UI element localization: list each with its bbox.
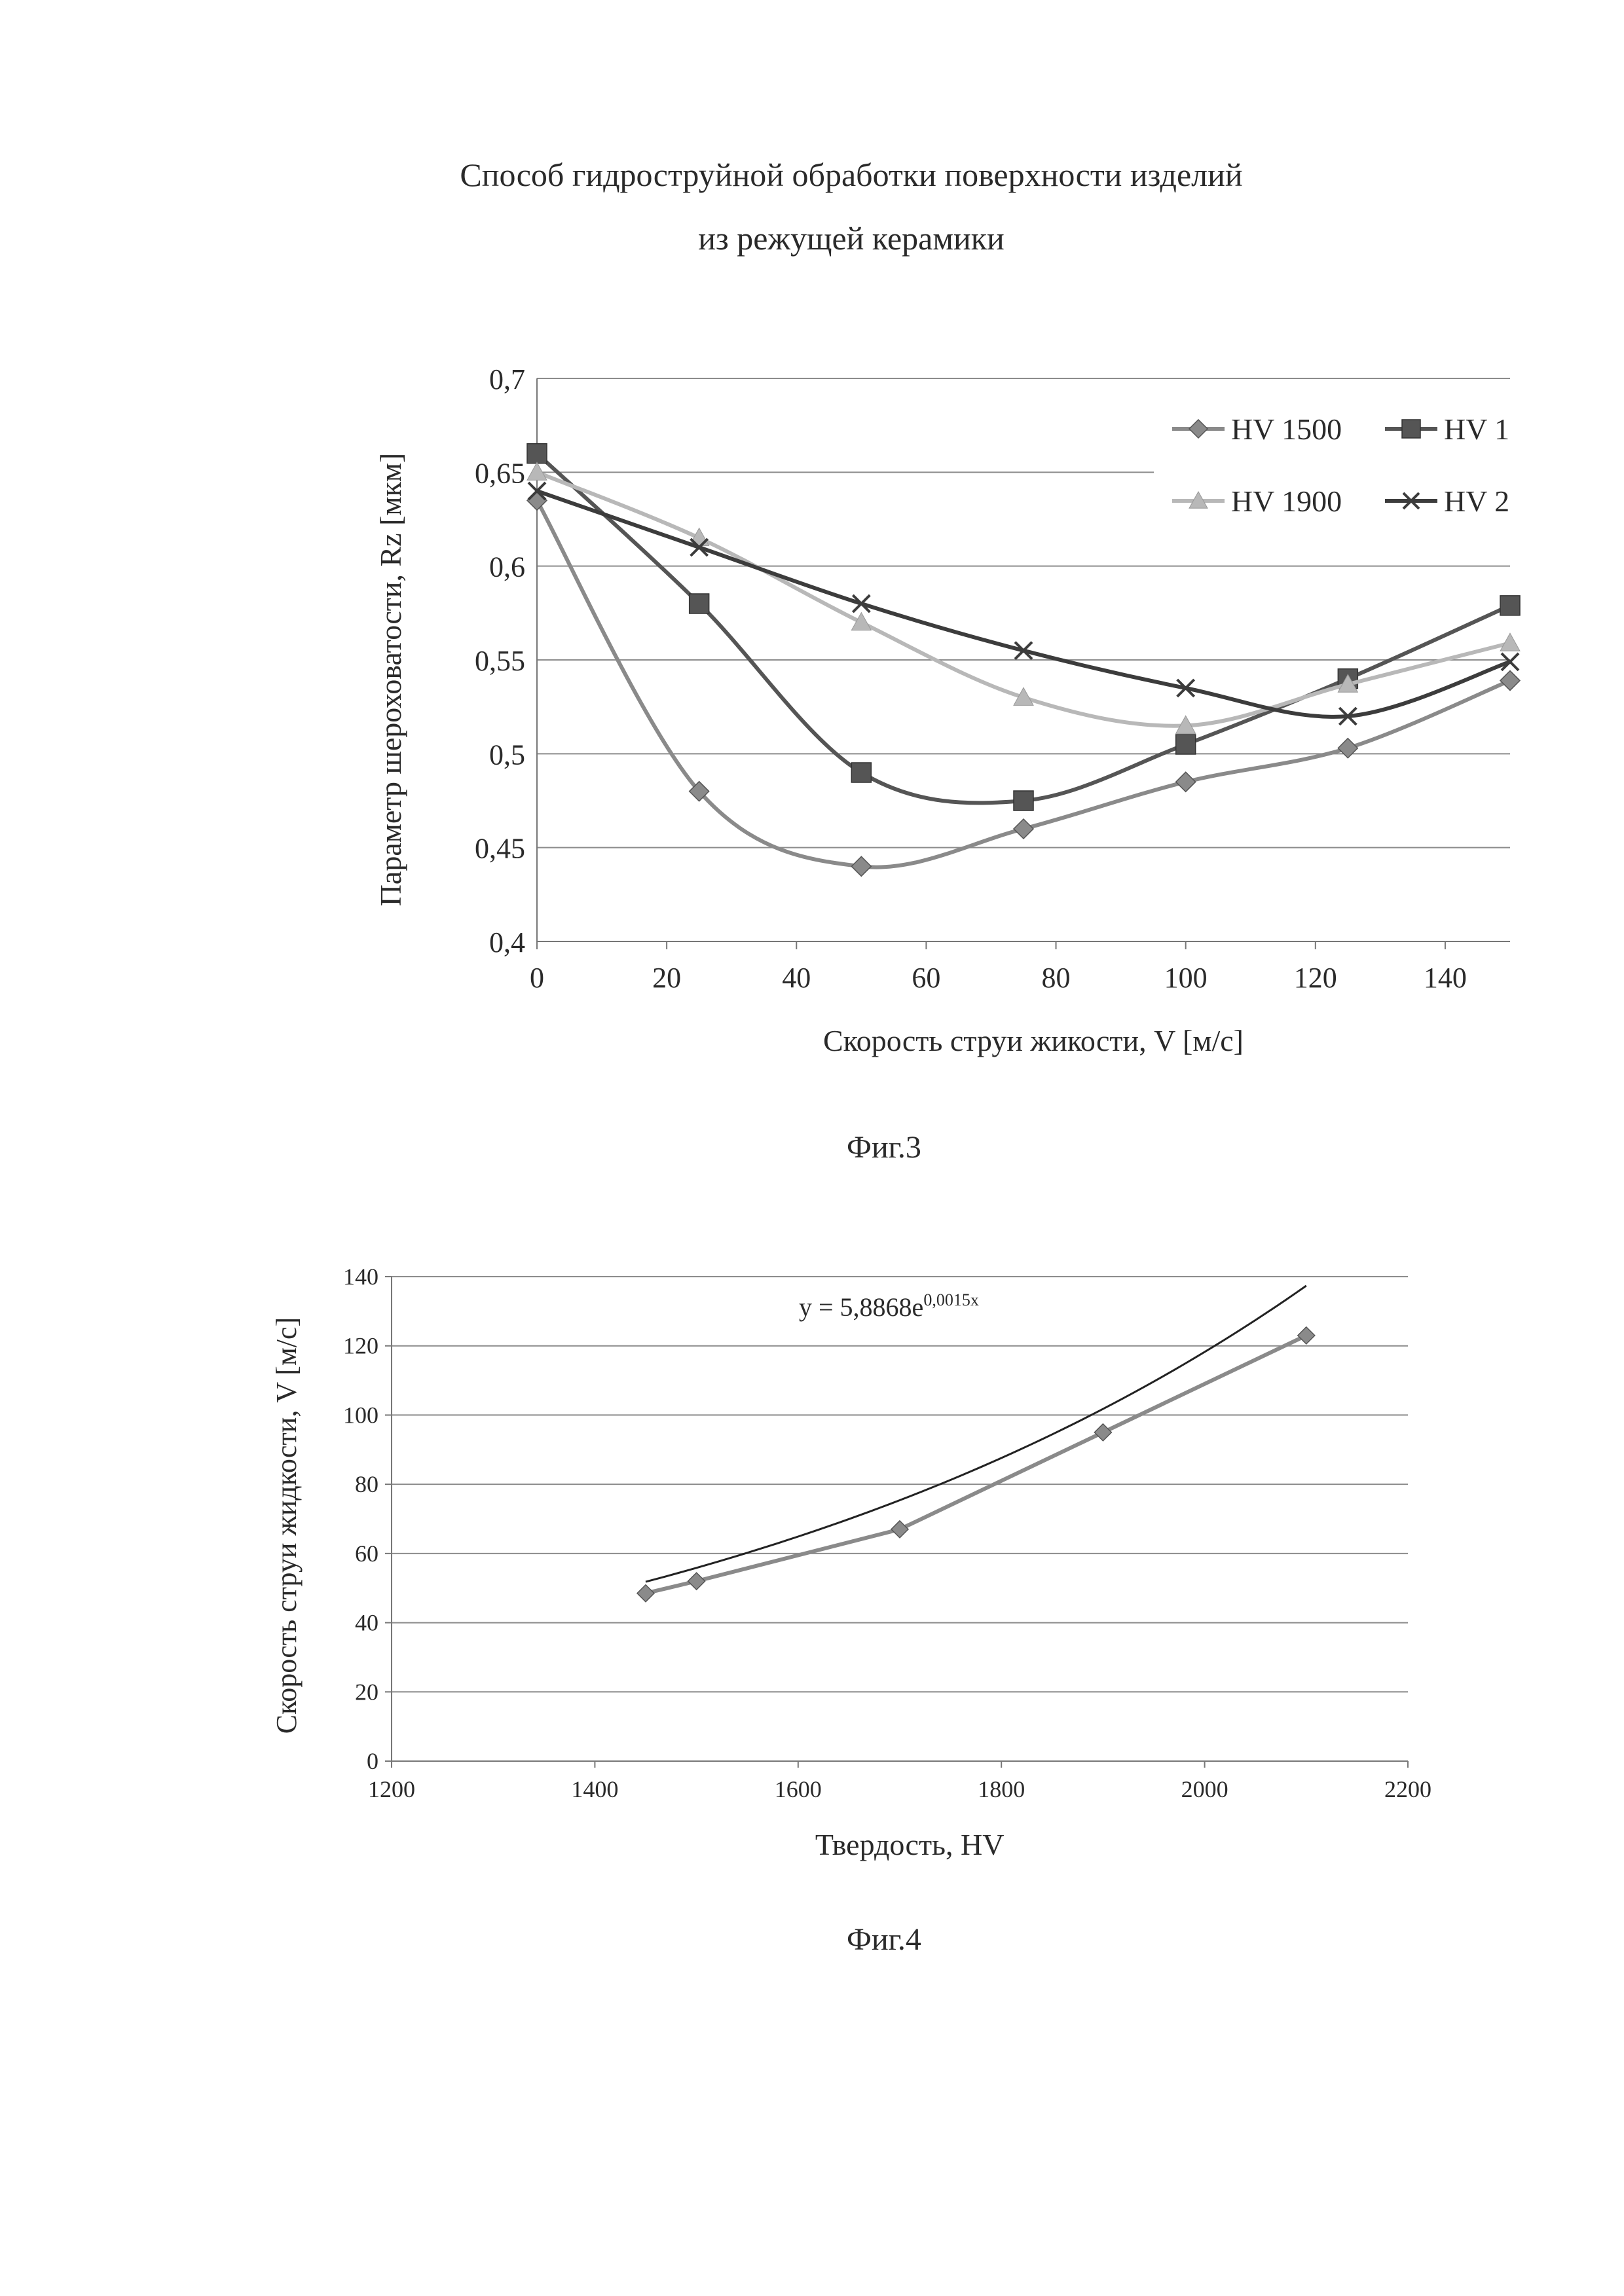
figure-4-chart: 0 20 40 60 80 100 120 140 1200 1400 1600 1800 2000 22… bbox=[270, 1264, 1431, 1861]
y-tick-label: 0,55 bbox=[475, 645, 525, 677]
data-point bbox=[851, 856, 872, 877]
page-title-line2: из режущей керамики bbox=[698, 220, 1005, 257]
series-line bbox=[535, 499, 1511, 869]
data-point bbox=[526, 443, 547, 464]
legend-marker bbox=[1189, 490, 1208, 509]
x-axis-title: Твердость, HV bbox=[815, 1828, 1005, 1861]
data-point bbox=[1500, 595, 1521, 616]
trendline-equation: y = 5,8868e0,0015x bbox=[799, 1290, 979, 1322]
series-line bbox=[535, 452, 1511, 805]
data-point bbox=[636, 1584, 655, 1603]
legend-item: HV 1 bbox=[1385, 412, 1509, 446]
x-tick-label: 140 bbox=[1424, 962, 1467, 994]
data-point bbox=[1500, 652, 1520, 672]
y-axis-title: Параметр шероховатости, Rz [мкм] bbox=[374, 453, 407, 907]
y-tick-label: 60 bbox=[355, 1540, 378, 1567]
trendline bbox=[645, 1285, 1307, 1583]
y-tick-label: 20 bbox=[355, 1679, 378, 1705]
y-tick-label: 40 bbox=[355, 1610, 378, 1636]
data-point bbox=[1500, 632, 1521, 651]
y-tick-label: 0,4 bbox=[489, 926, 525, 958]
data-point bbox=[1337, 737, 1359, 759]
legend-marker bbox=[1402, 492, 1420, 510]
x-tick-label: 60 bbox=[912, 962, 940, 994]
series-line bbox=[536, 489, 1511, 719]
x-tick-label: 1400 bbox=[571, 1776, 618, 1802]
legend-item: HV 1500 bbox=[1172, 412, 1342, 446]
data-point bbox=[1175, 734, 1196, 755]
data-point bbox=[851, 762, 872, 783]
x-tick-label: 2200 bbox=[1384, 1776, 1431, 1802]
data-point bbox=[851, 611, 872, 631]
trendline-equation-base: y = 5,8868e bbox=[799, 1292, 923, 1322]
legend-label: HV 1900 bbox=[1231, 484, 1342, 518]
legend-marker bbox=[1401, 419, 1421, 439]
legend-label: HV 1500 bbox=[1231, 412, 1342, 446]
data-point bbox=[526, 462, 547, 481]
page-title-line1: Способ гидроструйной обработки поверхнос… bbox=[460, 156, 1243, 193]
figure-3-caption: Фиг.3 bbox=[847, 1130, 921, 1165]
x-tick-label: 100 bbox=[1164, 962, 1208, 994]
y-tick-label: 0,45 bbox=[475, 833, 525, 865]
x-tick-label: 0 bbox=[530, 962, 544, 994]
series-hv-1500 bbox=[526, 490, 1521, 877]
y-tick-label: 100 bbox=[343, 1402, 378, 1428]
data-point bbox=[1013, 687, 1034, 706]
data-point bbox=[851, 594, 871, 613]
y-tick-label: 140 bbox=[343, 1264, 378, 1290]
x-tick-label: 1800 bbox=[978, 1776, 1025, 1802]
x-tick-label: 1600 bbox=[775, 1776, 822, 1802]
legend-item: HV 2 bbox=[1385, 484, 1509, 518]
y-tick-label: 0,6 bbox=[489, 551, 525, 583]
data-point bbox=[1013, 790, 1034, 811]
y-tick-label: 0 bbox=[367, 1748, 378, 1774]
data-point bbox=[890, 1520, 910, 1539]
legend-marker bbox=[1188, 418, 1209, 439]
data-point bbox=[688, 780, 710, 802]
trendline-equation-exponent: 0,0015x bbox=[923, 1290, 979, 1309]
series-hv-2100 bbox=[527, 481, 1520, 726]
legend-label: HV 2 bbox=[1444, 484, 1509, 518]
x-tick-label: 20 bbox=[652, 962, 681, 994]
data-point bbox=[1499, 670, 1521, 691]
data-point bbox=[1338, 706, 1357, 726]
figure-4-caption: Фиг.4 bbox=[847, 1922, 921, 1957]
data-point bbox=[690, 538, 709, 557]
x-tick-label: 2000 bbox=[1181, 1776, 1228, 1802]
legend: HV 1500 HV 1 HV 1900 HV 2 bbox=[1172, 412, 1509, 518]
x-tick-label: 80 bbox=[1042, 962, 1071, 994]
data-point bbox=[1297, 1326, 1316, 1345]
data-point bbox=[1012, 818, 1035, 840]
series-hv-1700 bbox=[526, 443, 1521, 811]
data-point bbox=[688, 593, 710, 614]
x-axis-title: Скорость струи жикости, V [м/с] bbox=[823, 1024, 1244, 1057]
x-tick-label: 1200 bbox=[368, 1776, 415, 1802]
figure-3-chart: 0,4 0,45 0,5 0,55 0,6 0,65 0,7 0 20 40 60 80 100 120 1… bbox=[374, 363, 1521, 1057]
y-tick-label: 120 bbox=[343, 1333, 378, 1359]
data-point bbox=[687, 1572, 706, 1591]
data-point bbox=[1176, 678, 1196, 698]
y-tick-label: 80 bbox=[355, 1471, 378, 1497]
y-tick-label: 0,5 bbox=[489, 738, 525, 771]
legend-label: HV 1 bbox=[1444, 412, 1509, 446]
x-tick-label: 120 bbox=[1294, 962, 1337, 994]
data-point bbox=[1175, 771, 1196, 793]
data-line bbox=[645, 1334, 1308, 1595]
y-tick-label: 0,65 bbox=[475, 457, 525, 489]
data-point bbox=[1337, 674, 1359, 693]
data-point bbox=[1094, 1423, 1113, 1442]
y-axis-title: Скорость струи жидкости, V [м/с] bbox=[270, 1317, 303, 1734]
data-point bbox=[527, 481, 547, 501]
x-tick-label: 40 bbox=[782, 962, 811, 994]
legend-item: HV 1900 bbox=[1172, 484, 1342, 518]
series-hv-1900 bbox=[526, 462, 1521, 734]
y-tick-label: 0,7 bbox=[489, 363, 525, 395]
data-point bbox=[1175, 715, 1196, 734]
data-point bbox=[1014, 641, 1033, 661]
